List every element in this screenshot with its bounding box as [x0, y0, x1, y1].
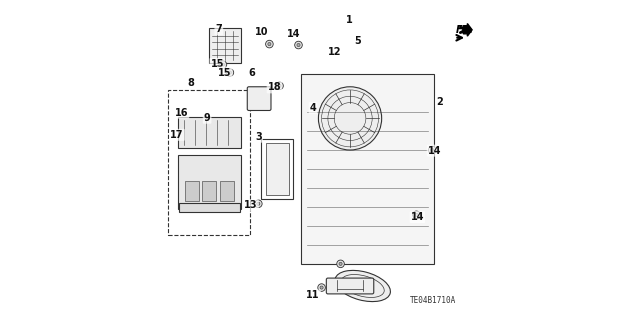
Circle shape [228, 71, 232, 74]
Circle shape [320, 286, 323, 289]
Circle shape [255, 200, 262, 208]
Circle shape [226, 69, 234, 76]
Text: 10: 10 [255, 27, 268, 37]
Text: TE04B1710A: TE04B1710A [410, 296, 456, 305]
Text: 5: 5 [354, 36, 361, 46]
Circle shape [413, 211, 420, 219]
FancyBboxPatch shape [326, 278, 374, 294]
Text: 16: 16 [175, 108, 188, 118]
Text: 12: 12 [328, 47, 342, 57]
Ellipse shape [335, 271, 390, 301]
Text: 8: 8 [187, 78, 194, 88]
Circle shape [268, 42, 271, 46]
Circle shape [266, 40, 273, 48]
FancyBboxPatch shape [220, 181, 234, 201]
Circle shape [318, 284, 325, 291]
FancyBboxPatch shape [247, 87, 271, 110]
Text: 14: 14 [287, 29, 301, 39]
Circle shape [294, 41, 302, 49]
Text: 2: 2 [436, 97, 443, 107]
Circle shape [431, 148, 434, 152]
FancyBboxPatch shape [178, 117, 241, 148]
Text: 15: 15 [211, 59, 224, 69]
Text: 14: 14 [411, 212, 424, 222]
FancyBboxPatch shape [178, 155, 241, 209]
Circle shape [428, 146, 436, 154]
Text: 17: 17 [170, 130, 184, 140]
Text: 6: 6 [248, 68, 255, 78]
FancyBboxPatch shape [301, 74, 434, 264]
Text: 3: 3 [255, 132, 262, 142]
FancyBboxPatch shape [185, 181, 199, 201]
Circle shape [319, 87, 381, 150]
Text: 9: 9 [204, 113, 211, 123]
Circle shape [276, 82, 284, 90]
Circle shape [297, 43, 300, 47]
FancyBboxPatch shape [179, 203, 240, 212]
Circle shape [278, 84, 281, 87]
Text: 14: 14 [428, 146, 441, 156]
Text: 1: 1 [346, 15, 353, 26]
FancyBboxPatch shape [209, 28, 241, 63]
Circle shape [219, 61, 227, 69]
FancyArrow shape [463, 24, 472, 36]
Circle shape [337, 260, 344, 268]
Text: 4: 4 [310, 103, 316, 113]
Circle shape [415, 213, 418, 216]
Text: 18: 18 [268, 82, 281, 93]
Circle shape [257, 202, 260, 205]
Circle shape [221, 63, 225, 66]
Text: 13: 13 [244, 200, 258, 210]
Text: 15: 15 [218, 68, 232, 78]
Circle shape [339, 262, 342, 265]
Text: FR.: FR. [456, 25, 474, 35]
FancyBboxPatch shape [266, 143, 289, 195]
Text: 11: 11 [307, 291, 320, 300]
Text: 7: 7 [216, 24, 222, 34]
FancyBboxPatch shape [202, 181, 216, 201]
